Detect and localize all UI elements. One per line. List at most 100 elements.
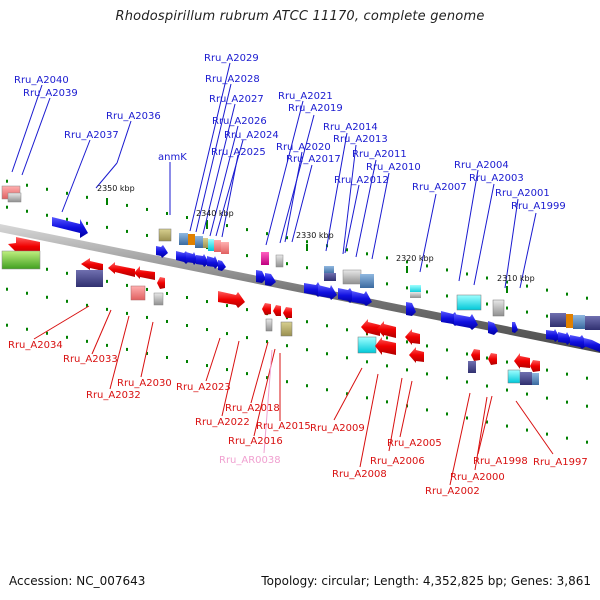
rev-gene-arrow (157, 277, 165, 289)
track-dot (246, 228, 248, 232)
gene-label: Rru_A2020 (276, 142, 331, 153)
gene-box (158, 228, 172, 242)
track-dot (546, 368, 548, 372)
track-dot (446, 412, 448, 416)
gene-box (7, 192, 22, 203)
gene-box (410, 292, 421, 298)
rev-gene-arrow (375, 337, 396, 355)
track-dot (86, 339, 88, 343)
gene-label: Rru_A2024 (224, 130, 279, 141)
rev-gene-arrow (409, 347, 424, 363)
track-dot (86, 195, 88, 199)
gene-box (188, 234, 195, 245)
track-dot (366, 396, 368, 400)
track-dot (306, 320, 308, 324)
scale-tick-mark (506, 286, 508, 293)
gene-label: Rru_A2037 (64, 130, 119, 141)
gene-label: Rru_A1997 (533, 457, 588, 468)
genome-summary-text: Topology: circular; Length: 4,352,825 bp… (261, 574, 591, 588)
gene-label: Rru_A2019 (288, 103, 343, 114)
rev-gene-arrow (134, 266, 155, 280)
scale-tick-label: 2340 kbp (196, 209, 234, 218)
gene-box (585, 316, 600, 330)
track-dot (206, 300, 208, 304)
track-dot (506, 388, 508, 392)
gene-label: Rru_A2000 (450, 472, 505, 483)
gene-label: Rru_A2023 (176, 382, 231, 393)
gene-label: Rru_A2011 (352, 149, 407, 160)
gene-box (203, 238, 208, 248)
track-dot (146, 315, 148, 319)
track-dot (146, 287, 148, 291)
rev-gene-arrow (405, 329, 420, 345)
track-dot (326, 352, 328, 356)
track-dot (6, 323, 8, 327)
gene-label: Rru_A2021 (278, 91, 333, 102)
track-dot (46, 213, 48, 217)
gene-label: Rru_A1999 (511, 201, 566, 212)
gene-label: Rru_A2007 (412, 182, 467, 193)
track-dot (286, 236, 288, 240)
track-dot (166, 291, 168, 295)
gene-label: Rru_A2026 (212, 116, 267, 127)
gene-box (275, 254, 284, 268)
gene-label: Rru_A2016 (228, 436, 283, 447)
gene-label: Rru_A2034 (8, 340, 63, 351)
rev-gene-arrow (471, 349, 480, 361)
gene-box (179, 233, 188, 245)
rev-gene-arrow (530, 360, 540, 372)
track-dot (386, 336, 388, 340)
track-dot (266, 340, 268, 344)
gene-label: Rru_A2022 (195, 417, 250, 428)
gene-features (1, 185, 600, 385)
track-dot (6, 179, 8, 183)
track-dot (66, 335, 68, 339)
genome-axis (0, 224, 600, 353)
track-dot (486, 356, 488, 360)
gene-box (520, 372, 532, 385)
track-dot (286, 380, 288, 384)
gene-label: Rru_A1998 (473, 456, 528, 467)
track-dot (406, 340, 408, 344)
track-dot (146, 351, 148, 355)
track-dot (386, 256, 388, 260)
track-dot (406, 260, 408, 264)
track-dot (126, 229, 128, 233)
gene-labels-bottom: Rru_A2034 Rru_A2033 Rru_A2030 Rru_A2032 … (8, 340, 588, 497)
track-dot (66, 299, 68, 303)
track-dot (166, 355, 168, 359)
track-dot (286, 344, 288, 348)
rev-gene-arrow (273, 305, 281, 316)
track-dot (166, 211, 168, 215)
rev-gene-arrow (488, 353, 497, 365)
fwd-gene-arrow (156, 245, 168, 258)
gene-box (208, 239, 214, 251)
scale-tick-label: 2330 kbp (296, 231, 334, 240)
track-dot (426, 344, 428, 348)
track-dot (466, 272, 468, 276)
gene-label: anmK (158, 152, 187, 163)
gene-box (360, 274, 374, 288)
gene-label: Rru_A2013 (333, 134, 388, 145)
track-dot (566, 292, 568, 296)
rev-gene-arrow (218, 291, 245, 308)
track-dot (566, 400, 568, 404)
track-dot (306, 348, 308, 352)
track-dot (106, 307, 108, 311)
rev-gene-arrow (283, 307, 292, 318)
label-leader-rna (263, 349, 273, 454)
gene-box (566, 314, 573, 328)
track-dot (546, 314, 548, 318)
track-dot (406, 286, 408, 290)
track-dot (86, 303, 88, 307)
gene-label: Rru_A2032 (86, 390, 141, 401)
gene-box (342, 269, 362, 285)
scale-tick-mark (306, 244, 308, 251)
gene-box (261, 252, 269, 265)
gene-box (456, 294, 482, 311)
track-dot (6, 205, 8, 209)
fwd-gene-arrow (512, 322, 518, 333)
gene-label: Rru_A2005 (387, 438, 442, 449)
gene-label: Rru_A2003 (469, 173, 524, 184)
gene-label: Rru_A2004 (454, 160, 509, 171)
